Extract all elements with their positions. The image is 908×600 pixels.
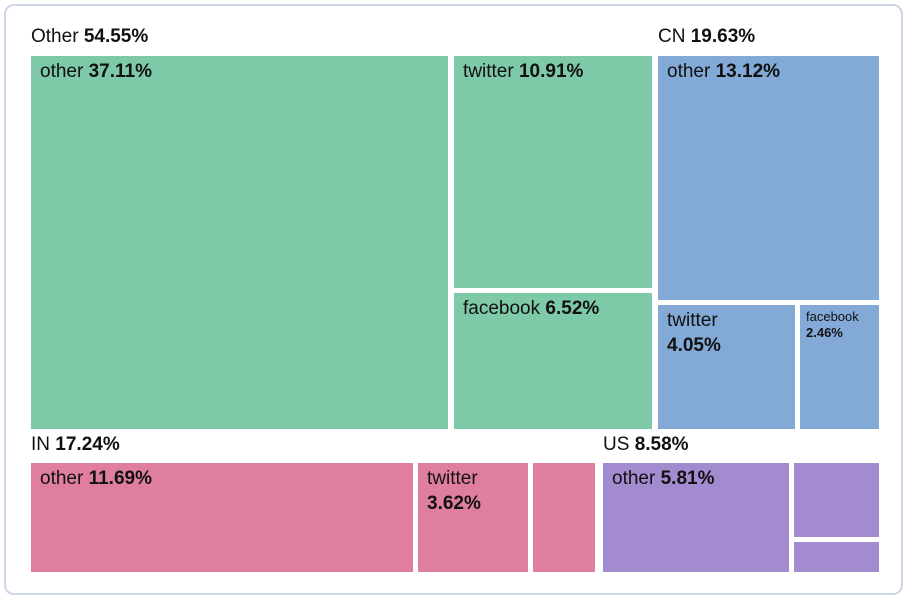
cell-percent: 3.62% <box>427 493 481 514</box>
cell-label: twitter <box>667 310 718 331</box>
cell-percent: 10.91% <box>518 61 584 82</box>
group-name: US <box>603 434 630 455</box>
group-name: IN <box>31 434 50 455</box>
cell-percent: 37.11% <box>88 61 152 82</box>
cell-label: twitter <box>427 468 478 489</box>
treemap-cell-in-twitter[interactable]: twitter 3.62% <box>418 463 528 572</box>
cell-percent: 11.69% <box>88 468 152 489</box>
cell-label: other <box>40 468 84 489</box>
cell-percent: 5.81% <box>660 468 715 489</box>
cell-label: other <box>40 61 84 82</box>
treemap-cell-cn-other[interactable]: other 13.12% <box>658 56 879 300</box>
group-percent: 19.63% <box>690 26 756 47</box>
group-header-us: US 8.58% <box>603 432 689 458</box>
treemap-cell-us-unlabeled-top[interactable] <box>794 463 879 537</box>
group-percent: 17.24% <box>55 434 120 455</box>
cell-label: twitter <box>463 61 514 82</box>
cell-label: other <box>612 468 656 489</box>
treemap-cell-cn-facebook[interactable]: facebook 2.46% <box>800 305 879 429</box>
treemap-cell-cn-twitter[interactable]: twitter 4.05% <box>658 305 795 429</box>
cell-percent: 2.46% <box>806 325 843 340</box>
group-percent: 54.55% <box>83 26 149 47</box>
group-header-cn: CN 19.63% <box>658 24 755 50</box>
cell-label: facebook <box>463 298 541 319</box>
cell-percent: 13.12% <box>715 61 781 82</box>
treemap-cell-us-other[interactable]: other 5.81% <box>603 463 789 572</box>
group-header-other: Other 54.55% <box>31 24 148 50</box>
cell-label: facebook <box>806 309 859 324</box>
treemap-cell-us-unlabeled-bottom[interactable] <box>794 542 879 572</box>
cell-percent: 4.05% <box>667 335 721 356</box>
cell-label: other <box>667 61 711 82</box>
cell-percent: 6.52% <box>545 298 600 319</box>
treemap-cell-other-twitter[interactable]: twitter 10.91% <box>454 56 652 288</box>
group-name: Other <box>31 26 79 47</box>
treemap-cell-in-unlabeled[interactable] <box>533 463 595 572</box>
group-name: CN <box>658 26 686 47</box>
treemap-cell-other-facebook[interactable]: facebook 6.52% <box>454 293 652 429</box>
treemap-cell-other-other[interactable]: other 37.11% <box>31 56 448 429</box>
treemap-cell-in-other[interactable]: other 11.69% <box>31 463 413 572</box>
group-percent: 8.58% <box>634 434 689 455</box>
group-header-in: IN 17.24% <box>31 432 120 458</box>
